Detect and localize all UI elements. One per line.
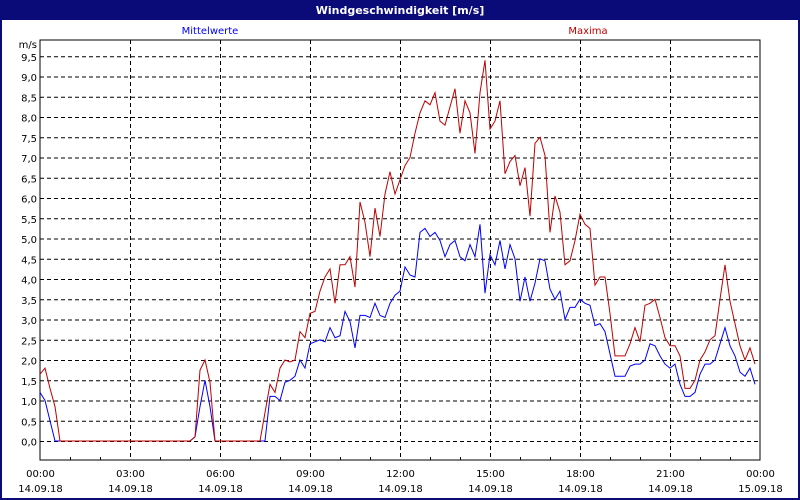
x-tick-time: 21:00: [656, 469, 685, 480]
y-axis-unit: m/s: [19, 40, 37, 51]
x-tick-time: 06:00: [206, 469, 235, 480]
x-tick-time: 00:00: [26, 469, 55, 480]
y-tick-label: 8,5: [21, 93, 37, 104]
series-line-maxima: [39, 60, 756, 442]
window-title: Windgeschwindigkeit [m/s]: [2, 2, 798, 20]
y-tick-label: 8,0: [21, 114, 37, 125]
x-tick-date: 14.09.18: [198, 484, 243, 495]
y-tick-label: 4,5: [21, 255, 37, 266]
x-tick-time: 09:00: [296, 469, 325, 480]
x-tick-date: 14.09.18: [648, 484, 693, 495]
x-tick-time: 03:00: [116, 469, 145, 480]
y-tick-label: 5,5: [21, 215, 37, 226]
legend-mittelwerte: Mittelwerte: [182, 26, 239, 37]
x-tick-time: 18:00: [566, 469, 595, 480]
y-tick-label: 6,5: [21, 174, 37, 185]
y-tick-label: 9,5: [21, 53, 37, 64]
x-tick-date: 14.09.18: [468, 484, 513, 495]
x-tick-time: 15:00: [476, 469, 505, 480]
y-tick-label: 4,0: [21, 276, 37, 287]
legend-maxima: Maxima: [568, 26, 607, 37]
y-tick-label: 7,5: [21, 134, 37, 145]
x-tick-date: 14.09.18: [108, 484, 153, 495]
y-tick-label: 2,0: [21, 357, 37, 368]
y-tick-label: 9,0: [21, 73, 37, 84]
y-tick-label: 1,0: [21, 397, 37, 408]
y-tick-label: 0,0: [21, 438, 37, 449]
x-tick-date: 14.09.18: [18, 484, 63, 495]
y-tick-label: 3,5: [21, 296, 37, 307]
y-tick-label: 5,0: [21, 235, 37, 246]
y-tick-label: 3,0: [21, 316, 37, 327]
x-tick-date: 15.09.18: [738, 484, 783, 495]
y-tick-label: 1,5: [21, 377, 37, 388]
y-tick-label: 7,0: [21, 154, 37, 165]
x-tick-time: 12:00: [386, 469, 415, 480]
x-tick-time: 00:00: [746, 469, 775, 480]
y-tick-label: 6,0: [21, 195, 37, 206]
x-tick-date: 14.09.18: [378, 484, 423, 495]
y-tick-label: 0,5: [21, 417, 37, 428]
x-tick-date: 14.09.18: [288, 484, 333, 495]
y-tick-label: 2,5: [21, 336, 37, 347]
x-tick-date: 14.09.18: [558, 484, 603, 495]
